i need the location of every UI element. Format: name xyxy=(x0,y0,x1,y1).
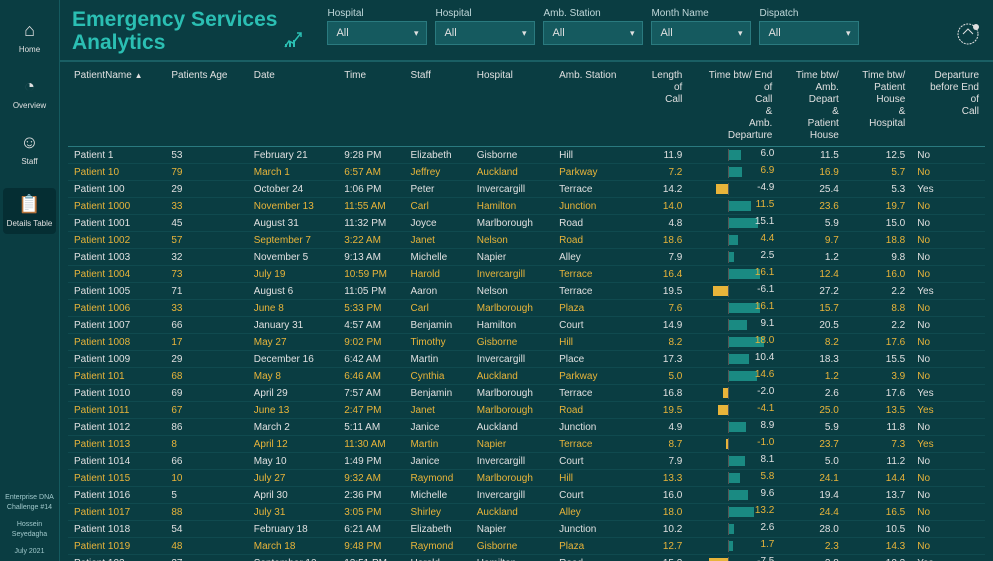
filter-label: Hospital xyxy=(435,8,535,19)
col-header[interactable]: Time btw/ EndofCall&Amb.Departure xyxy=(688,66,778,147)
table-row[interactable]: Patient 101788July 313:05 PMShirleyAuckl… xyxy=(68,504,985,521)
col-header[interactable]: Date xyxy=(248,66,338,147)
table-header-row: PatientName ▲Patients AgeDateTimeStaffHo… xyxy=(68,66,985,147)
chevron-down-icon: ▾ xyxy=(414,28,419,39)
table-row[interactable]: Patient 10138April 1211:30 AMMartinNapie… xyxy=(68,436,985,453)
filter-select-month-name[interactable]: All ▾ xyxy=(651,21,751,45)
filter-select-dispatch[interactable]: All ▾ xyxy=(759,21,859,45)
nav-overview[interactable]: ◔Overview xyxy=(3,76,57,110)
table-row[interactable]: Patient 101286March 25:11 AMJaniceAuckla… xyxy=(68,419,985,436)
chevron-down-icon: ▾ xyxy=(738,28,743,39)
table-row[interactable]: Patient 10029October 241:06 PMPeterInver… xyxy=(68,181,985,198)
table-row[interactable]: Patient 100332November 59:13 AMMichelleN… xyxy=(68,249,985,266)
filter-select-hospital[interactable]: All ▾ xyxy=(327,21,427,45)
table-row[interactable]: Patient 101510July 279:32 AMRaymondMarlb… xyxy=(68,470,985,487)
filter-0: Hospital All ▾ xyxy=(327,8,427,45)
filter-label: Month Name xyxy=(651,8,751,19)
table-row[interactable]: Patient 101167June 132:47 PMJanetMarlbor… xyxy=(68,402,985,419)
table-row[interactable]: Patient 100571August 611:05 PMAaronNelso… xyxy=(68,283,985,300)
table-row[interactable]: Patient 101466May 101:49 PMJaniceInverca… xyxy=(68,453,985,470)
sidebar: ⌂Home ◔Overview ☺Staff 📋Details Table Enter… xyxy=(0,0,60,561)
footer-credits: Enterprise DNA Challenge #14 Hossein Sey… xyxy=(1,489,58,561)
chevron-down-icon: ▾ xyxy=(846,28,851,39)
filter-label: Amb. Station xyxy=(543,8,643,19)
main-content: Emergency Services Analytics Hospital Al… xyxy=(60,0,993,561)
page-title: Emergency Services Analytics xyxy=(72,8,303,54)
analytics-icon xyxy=(283,29,303,54)
header: Emergency Services Analytics Hospital Al… xyxy=(60,0,993,62)
col-header[interactable]: Time xyxy=(338,66,404,147)
table-row[interactable]: Patient 100817May 279:02 PMTimothyGisbor… xyxy=(68,334,985,351)
clear-filters-icon[interactable] xyxy=(955,21,981,53)
filter-3: Month Name All ▾ xyxy=(651,8,751,45)
filter-select-amb-station[interactable]: All ▾ xyxy=(543,21,643,45)
filter-label: Dispatch xyxy=(759,8,859,19)
table-row[interactable]: Patient 101069April 297:57 AMBenjaminMar… xyxy=(68,385,985,402)
filter-label: Hospital xyxy=(327,8,427,19)
filter-4: Dispatch All ▾ xyxy=(759,8,859,45)
table-row[interactable]: Patient 100473July 1910:59 PMHaroldInver… xyxy=(68,266,985,283)
col-header[interactable]: Departurebefore EndofCall xyxy=(911,66,985,147)
col-header[interactable]: Time btw/PatientHouse&Hospital xyxy=(845,66,911,147)
table-row[interactable]: Patient 101854February 186:21 AMElizabet… xyxy=(68,521,985,538)
table-row[interactable]: Patient 1079March 16:57 AMJeffreyAucklan… xyxy=(68,164,985,181)
table-row[interactable]: Patient 10168May 86:46 AMCynthiaAuckland… xyxy=(68,368,985,385)
table-row[interactable]: Patient 100033November 1311:55 AMCarlHam… xyxy=(68,198,985,215)
filter-select-hospital[interactable]: All ▾ xyxy=(435,21,535,45)
filter-2: Amb. Station All ▾ xyxy=(543,8,643,45)
table-row[interactable]: Patient 10165April 302:36 PMMichelleInve… xyxy=(68,487,985,504)
table-body: Patient 153February 219:28 PMElizabethGi… xyxy=(68,147,985,561)
staff-icon: ☺ xyxy=(20,132,38,153)
table-row[interactable]: Patient 153February 219:28 PMElizabethGi… xyxy=(68,147,985,164)
table-row[interactable]: Patient 100633June 85:33 PMCarlMarlborou… xyxy=(68,300,985,317)
col-header[interactable]: Staff xyxy=(404,66,470,147)
table-row[interactable]: Patient 101948March 189:48 PMRaymondGisb… xyxy=(68,538,985,555)
nav-details-table[interactable]: 📋Details Table xyxy=(3,188,57,234)
table-container[interactable]: PatientName ▲Patients AgeDateTimeStaffHo… xyxy=(60,62,993,561)
home-icon: ⌂ xyxy=(24,20,35,41)
filter-bar: Hospital All ▾ Hospital All ▾ Amb. Stati… xyxy=(327,8,947,45)
table-row[interactable]: Patient 100766January 314:57 AMBenjaminH… xyxy=(68,317,985,334)
table-row[interactable]: Patient 100145August 3111:32 PMJoyceMarl… xyxy=(68,215,985,232)
col-header[interactable]: Amb. Station xyxy=(553,66,637,147)
table-row[interactable]: Patient 100257September 73:22 AMJanetNel… xyxy=(68,232,985,249)
nav-staff[interactable]: ☺Staff xyxy=(3,132,57,166)
nav-home[interactable]: ⌂Home xyxy=(3,20,57,54)
filter-1: Hospital All ▾ xyxy=(435,8,535,45)
col-header[interactable]: Patients Age xyxy=(165,66,247,147)
chevron-down-icon: ▾ xyxy=(522,28,527,39)
col-header[interactable]: LengthofCall xyxy=(637,66,688,147)
chevron-down-icon: ▾ xyxy=(630,28,635,39)
col-header[interactable]: Time btw/Amb.Depart&PatientHouse xyxy=(778,66,844,147)
col-header[interactable]: PatientName ▲ xyxy=(68,66,165,147)
details table-icon: 📋 xyxy=(18,194,40,215)
overview-icon: ◔ xyxy=(24,76,35,97)
col-header[interactable]: Hospital xyxy=(471,66,553,147)
table-row[interactable]: Patient 100929December 166:42 AMMartinIn… xyxy=(68,351,985,368)
table-row[interactable]: Patient 10227September 1012:51 PMHaroldH… xyxy=(68,555,985,561)
details-table: PatientName ▲Patients AgeDateTimeStaffHo… xyxy=(68,66,985,561)
